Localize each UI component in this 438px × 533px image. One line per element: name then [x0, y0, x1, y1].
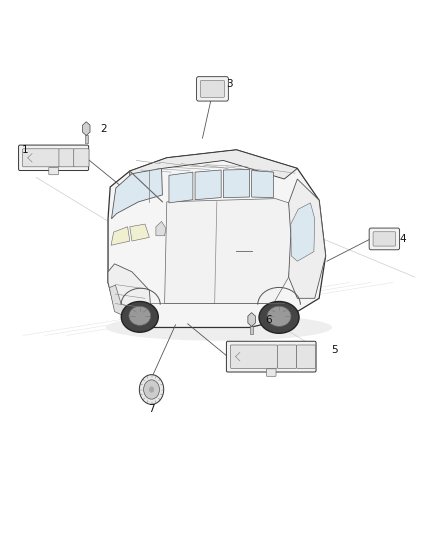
Ellipse shape [129, 306, 151, 325]
Text: 5: 5 [331, 345, 338, 356]
Polygon shape [165, 199, 293, 304]
FancyBboxPatch shape [197, 77, 228, 101]
Text: 3: 3 [226, 78, 233, 88]
FancyBboxPatch shape [277, 345, 297, 368]
Polygon shape [289, 179, 325, 298]
FancyBboxPatch shape [230, 345, 277, 368]
Text: 1: 1 [22, 145, 28, 155]
Polygon shape [130, 224, 149, 241]
FancyBboxPatch shape [22, 149, 59, 167]
Polygon shape [110, 285, 152, 326]
Circle shape [139, 375, 164, 405]
Polygon shape [223, 169, 250, 198]
Text: 6: 6 [265, 314, 272, 325]
Polygon shape [291, 203, 315, 261]
FancyBboxPatch shape [59, 149, 74, 167]
FancyBboxPatch shape [373, 232, 396, 246]
Polygon shape [130, 150, 297, 179]
FancyBboxPatch shape [297, 345, 316, 368]
Polygon shape [169, 172, 193, 203]
Text: 4: 4 [399, 234, 406, 244]
Polygon shape [156, 221, 166, 236]
Bar [251, 326, 253, 334]
Polygon shape [248, 313, 255, 326]
Ellipse shape [106, 314, 332, 341]
Ellipse shape [267, 306, 291, 326]
Polygon shape [108, 264, 152, 325]
Bar [85, 135, 88, 143]
Ellipse shape [121, 302, 158, 332]
Polygon shape [82, 122, 90, 135]
Polygon shape [108, 150, 325, 327]
Polygon shape [112, 168, 162, 219]
FancyBboxPatch shape [201, 80, 224, 98]
FancyBboxPatch shape [226, 341, 316, 372]
FancyBboxPatch shape [74, 149, 89, 167]
Ellipse shape [259, 302, 299, 333]
Text: 2: 2 [100, 124, 107, 134]
FancyBboxPatch shape [266, 369, 276, 376]
Circle shape [149, 386, 154, 393]
FancyBboxPatch shape [18, 145, 88, 171]
Text: 7: 7 [148, 403, 155, 414]
Polygon shape [252, 171, 273, 198]
FancyBboxPatch shape [369, 228, 399, 250]
Polygon shape [111, 227, 130, 245]
Polygon shape [195, 170, 221, 200]
FancyBboxPatch shape [49, 167, 58, 175]
Circle shape [144, 380, 159, 399]
